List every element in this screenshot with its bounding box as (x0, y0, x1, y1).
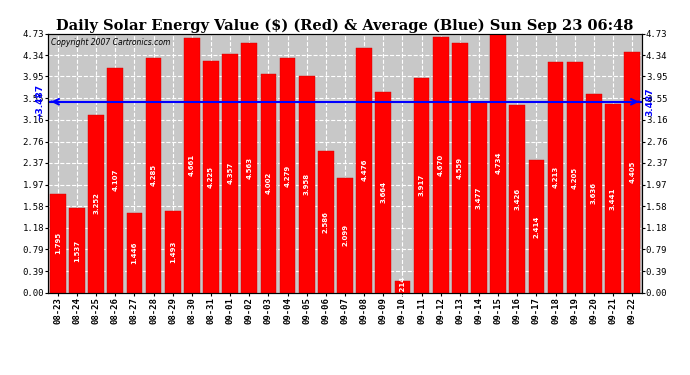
Bar (165, 211, 181, 292)
Text: 3.426: 3.426 (514, 188, 520, 210)
Text: 4.107: 4.107 (112, 169, 118, 191)
Text: 3.441: 3.441 (610, 187, 616, 210)
Text: 4.670: 4.670 (437, 154, 444, 176)
Text: 3.252: 3.252 (93, 193, 99, 214)
Bar (624, 51, 640, 292)
Bar (203, 62, 219, 292)
Text: 0.214: 0.214 (400, 276, 406, 298)
Text: →3.487: →3.487 (35, 84, 44, 120)
Bar (261, 74, 276, 292)
Text: Copyright 2007 Cartronics.com: Copyright 2007 Cartronics.com (51, 38, 170, 46)
Bar (356, 48, 372, 292)
Bar (509, 105, 525, 292)
Text: 3.636: 3.636 (591, 182, 597, 204)
Text: 1.493: 1.493 (170, 240, 176, 263)
Bar (299, 76, 315, 292)
Text: 3.664: 3.664 (380, 181, 386, 203)
Text: 1.446: 1.446 (131, 242, 137, 264)
Text: 3.917: 3.917 (419, 174, 424, 196)
Bar (50, 194, 66, 292)
Bar (433, 37, 448, 292)
Text: 4.661: 4.661 (189, 154, 195, 176)
Bar (279, 58, 295, 292)
Bar (452, 43, 468, 292)
Text: 3.487: 3.487 (646, 87, 655, 116)
Bar (88, 115, 104, 292)
Text: 2.586: 2.586 (323, 211, 329, 233)
Bar (184, 38, 199, 292)
Text: 2.099: 2.099 (342, 224, 348, 246)
Text: 1.537: 1.537 (74, 239, 80, 261)
Text: 4.225: 4.225 (208, 166, 214, 188)
Bar (414, 78, 429, 292)
Text: 4.285: 4.285 (150, 164, 157, 186)
Text: 4.405: 4.405 (629, 161, 635, 183)
Text: 4.476: 4.476 (361, 159, 367, 181)
Text: 4.205: 4.205 (572, 166, 578, 189)
Text: 2.414: 2.414 (533, 215, 540, 238)
Bar (222, 54, 238, 292)
Bar (548, 62, 564, 292)
Bar (241, 43, 257, 292)
Bar (529, 160, 544, 292)
Title: Daily Solar Energy Value ($) (Red) & Average (Blue) Sun Sep 23 06:48: Daily Solar Energy Value ($) (Red) & Ave… (57, 18, 633, 33)
Bar (567, 63, 582, 292)
Bar (395, 281, 411, 292)
Bar (337, 178, 353, 292)
Bar (471, 102, 487, 292)
Text: 4.563: 4.563 (246, 157, 253, 179)
Text: 4.357: 4.357 (227, 162, 233, 184)
Text: 4.734: 4.734 (495, 152, 501, 174)
Text: 4.279: 4.279 (284, 164, 290, 187)
Bar (586, 94, 602, 292)
Text: 3.958: 3.958 (304, 173, 310, 195)
Bar (69, 209, 85, 292)
Bar (605, 104, 621, 292)
Bar (108, 68, 123, 292)
Text: 4.213: 4.213 (553, 166, 559, 188)
Bar (126, 213, 142, 292)
Bar (375, 92, 391, 292)
Text: 4.002: 4.002 (266, 172, 271, 194)
Bar (491, 33, 506, 292)
Text: 4.559: 4.559 (457, 157, 463, 179)
Bar (318, 151, 334, 292)
Text: 1.795: 1.795 (55, 232, 61, 255)
Text: 3.477: 3.477 (476, 186, 482, 209)
Bar (146, 58, 161, 292)
